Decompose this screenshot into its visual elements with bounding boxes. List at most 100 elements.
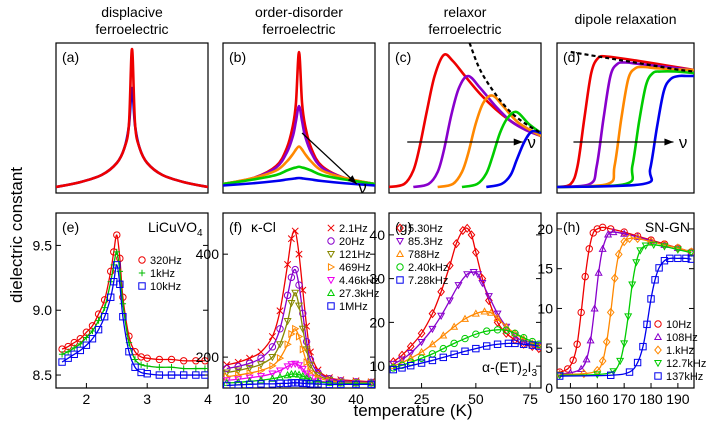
legend-marker-2.1Hz (327, 224, 335, 232)
x-tick-label: 180 (639, 391, 663, 407)
panel-f: 10 20 30 40 200 400 (f) κ-Cl 2.1Hz20Hz121Hz469Hz… (196, 212, 379, 407)
data-point-1MHz (306, 380, 315, 388)
legend-marker-1.kHz (654, 345, 662, 355)
series-line-f5 (486, 129, 541, 189)
panel-label: (b) (229, 49, 246, 65)
envelope-dashed-line (570, 50, 695, 73)
data-point-10Hz (581, 272, 589, 281)
legend-marker-4.46kHz (326, 276, 336, 285)
data-point-10kHz (107, 293, 115, 301)
data-point-5.30Hz (463, 223, 472, 233)
panel-header-c: relaxor (444, 4, 487, 20)
data-point-121Hz (268, 354, 277, 362)
data-point-1kHz (201, 365, 208, 372)
series-line-2.40kHz (393, 329, 540, 369)
plot-frame (388, 212, 542, 389)
data-point-27.3kHz (351, 379, 361, 387)
data-point-137kHz (625, 368, 634, 376)
data-point-1MHz (287, 379, 296, 387)
data-point-1MHz (291, 379, 299, 387)
data-point-20Hz (306, 355, 315, 364)
data-point-20Hz (223, 364, 231, 373)
data-point-10kHz (58, 358, 66, 366)
data-point-10Hz (577, 308, 585, 317)
data-point-1kHz (64, 348, 72, 355)
data-point-20Hz (245, 359, 254, 367)
data-point-2.40kHz (493, 326, 502, 334)
y-tick-label: 400 (196, 246, 220, 262)
x-tick-label: 160 (586, 391, 610, 407)
plot-frame (222, 42, 376, 194)
data-point-469Hz (307, 367, 315, 376)
data-point-320Hz (179, 357, 188, 365)
data-point-85.3Hz (397, 356, 407, 364)
data-point-108Hz (586, 336, 595, 344)
x-tick-label: 40 (348, 391, 364, 407)
data-point-85.3Hz (428, 325, 437, 334)
data-point-20Hz (234, 362, 242, 371)
frequency-arrow (301, 132, 358, 185)
data-point-1MHz (299, 379, 307, 388)
data-point-12.7kHz (641, 242, 650, 250)
data-point-27.3kHz (287, 369, 296, 378)
data-point-10kHz (100, 313, 109, 321)
data-point-1kHz (77, 340, 84, 348)
data-point-85.3Hz (445, 297, 454, 305)
data-point-121Hz (234, 367, 243, 375)
data-point-1MHz (295, 379, 303, 387)
data-point-85.3Hz (484, 293, 493, 301)
data-point-7.28kHz (472, 344, 480, 353)
data-point-2.1Hz (295, 250, 303, 258)
series-line-f5 (557, 74, 694, 189)
legend-label: 2.1Hz (339, 223, 368, 235)
y-tick-label: 20 (369, 314, 385, 330)
sample-name: LiCuVO4 (148, 219, 203, 239)
data-point-7.28kHz (428, 356, 437, 365)
data-point-320Hz (107, 267, 115, 276)
data-point-12.7kHz (616, 357, 625, 366)
plot-frame (388, 42, 542, 194)
data-point-469Hz (276, 354, 285, 363)
data-point-137kHz (655, 264, 663, 272)
legend-marker-10kHz (138, 282, 146, 290)
series-line-320Hz (61, 234, 205, 362)
series-line-f2 (557, 61, 694, 189)
data-point-788Hz (406, 354, 415, 362)
sample-name-part: LiCuVO (148, 219, 197, 235)
data-point-2.1Hz (284, 260, 292, 269)
data-point-137kHz (643, 320, 651, 329)
y-axis-label: dielectric constant (7, 167, 26, 303)
data-point-2.1Hz (276, 307, 284, 315)
legend-label: 20Hz (339, 236, 365, 248)
legend-marker-1kHz (138, 269, 146, 277)
legend-marker-121Hz (326, 250, 336, 259)
data-point-85.3Hz (389, 360, 398, 369)
x-tick-label: 4 (204, 391, 212, 407)
data-point-121Hz (223, 369, 231, 377)
data-point-4.46kHz (245, 374, 254, 382)
data-point-137kHz (607, 371, 615, 379)
data-point-788Hz (528, 339, 537, 347)
nu-label: ν (679, 133, 688, 152)
data-point-27.3kHz (256, 376, 266, 384)
panel-header-a: ferroelectric (95, 21, 168, 37)
data-point-20Hz (276, 325, 284, 333)
data-point-5.30Hz (502, 328, 511, 338)
data-point-469Hz (284, 340, 292, 349)
series-line-1.kHz (559, 237, 692, 376)
data-point-1.kHz (598, 356, 607, 366)
data-point-1.kHz (633, 233, 642, 244)
data-point-10Hz (598, 223, 607, 232)
series-line-137kHz (559, 257, 692, 377)
data-point-788Hz (493, 313, 502, 322)
data-point-1kHz (180, 365, 187, 372)
x-tick-label: 25 (414, 391, 430, 407)
data-point-1MHz (352, 380, 360, 388)
nu-label: ν (527, 133, 536, 152)
data-point-1MHz (302, 379, 311, 388)
data-point-2.1Hz (268, 332, 276, 341)
sample-name-part: α-(ET) (482, 359, 522, 375)
